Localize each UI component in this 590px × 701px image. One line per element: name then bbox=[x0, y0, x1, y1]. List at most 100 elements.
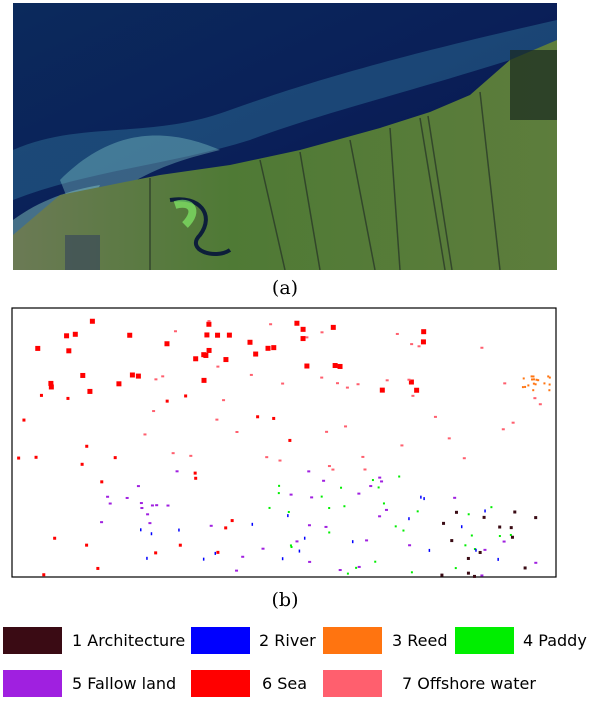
sample bbox=[73, 332, 78, 337]
sample bbox=[64, 333, 69, 338]
sample bbox=[418, 345, 421, 347]
sample bbox=[548, 389, 550, 391]
sample bbox=[301, 327, 306, 332]
sample bbox=[215, 552, 217, 555]
sample bbox=[344, 425, 347, 427]
sample bbox=[355, 567, 357, 569]
sample bbox=[201, 352, 206, 357]
sample bbox=[269, 507, 271, 509]
sample bbox=[161, 375, 164, 377]
sample bbox=[87, 389, 92, 394]
sample bbox=[395, 525, 397, 527]
sample bbox=[461, 525, 463, 528]
legend-label: 4 Paddy bbox=[523, 631, 587, 650]
sample bbox=[383, 502, 385, 504]
sample bbox=[252, 523, 254, 526]
sample bbox=[386, 379, 389, 381]
sample bbox=[549, 384, 551, 386]
sample bbox=[271, 345, 276, 350]
sample bbox=[114, 456, 117, 459]
sample bbox=[216, 366, 219, 368]
sample bbox=[80, 373, 85, 378]
ground-truth-map bbox=[12, 308, 556, 577]
sample bbox=[352, 540, 354, 543]
sample bbox=[207, 348, 212, 353]
sample bbox=[194, 477, 197, 480]
sample bbox=[363, 468, 366, 470]
sample bbox=[189, 455, 192, 457]
sample bbox=[241, 556, 244, 558]
sample bbox=[531, 375, 533, 377]
sample bbox=[524, 566, 527, 569]
sample bbox=[278, 460, 281, 462]
sample bbox=[333, 363, 338, 368]
sample bbox=[66, 348, 71, 353]
sample bbox=[411, 395, 414, 397]
sample bbox=[378, 486, 380, 488]
sample bbox=[307, 470, 310, 472]
sample bbox=[385, 509, 388, 511]
sample bbox=[174, 330, 177, 332]
sample bbox=[453, 497, 456, 499]
sample bbox=[420, 496, 422, 499]
sample bbox=[336, 382, 339, 384]
sample bbox=[305, 336, 308, 338]
sample bbox=[547, 375, 549, 377]
sample bbox=[100, 521, 103, 523]
sample bbox=[380, 388, 385, 393]
sample bbox=[35, 346, 40, 351]
sample bbox=[184, 394, 187, 397]
sample bbox=[490, 506, 492, 508]
sample bbox=[304, 537, 306, 540]
sample bbox=[429, 549, 431, 552]
sample bbox=[210, 525, 213, 527]
sample bbox=[96, 567, 99, 570]
sample bbox=[357, 493, 360, 495]
sample bbox=[510, 526, 513, 529]
sample bbox=[322, 480, 325, 482]
legend-swatch bbox=[3, 627, 62, 654]
sample bbox=[204, 332, 209, 337]
sample bbox=[328, 531, 330, 533]
sample bbox=[176, 470, 179, 472]
sample bbox=[262, 548, 265, 550]
legend-label: 2 River bbox=[259, 631, 316, 650]
sample bbox=[475, 549, 477, 552]
sample bbox=[207, 320, 210, 322]
sample bbox=[440, 574, 443, 577]
sample bbox=[137, 485, 140, 487]
sample bbox=[338, 364, 343, 369]
sample bbox=[154, 551, 157, 554]
sample bbox=[331, 469, 334, 471]
sample bbox=[216, 551, 219, 554]
sample bbox=[533, 397, 536, 399]
sample bbox=[358, 566, 361, 568]
sample bbox=[179, 544, 182, 547]
sample bbox=[100, 480, 103, 483]
sample bbox=[324, 526, 327, 528]
sample bbox=[339, 569, 342, 571]
sample bbox=[140, 502, 143, 504]
sample bbox=[396, 333, 399, 335]
sample bbox=[85, 445, 88, 448]
sample bbox=[224, 526, 227, 529]
legend-label: 1 Architecture bbox=[72, 631, 185, 650]
sample bbox=[294, 321, 299, 326]
sample bbox=[281, 383, 284, 385]
sample bbox=[539, 403, 542, 405]
legend: 1 Architecture2 River3 Reed4 Paddy5 Fall… bbox=[3, 627, 587, 697]
sample bbox=[22, 419, 25, 422]
sample bbox=[215, 333, 220, 338]
sample bbox=[310, 496, 313, 498]
sample bbox=[304, 364, 309, 369]
sample bbox=[278, 485, 280, 487]
sample bbox=[467, 557, 470, 560]
sample bbox=[202, 378, 207, 383]
sample bbox=[442, 522, 445, 525]
sample bbox=[410, 343, 413, 345]
sample bbox=[497, 558, 499, 561]
sample bbox=[534, 562, 537, 564]
sample bbox=[463, 457, 466, 459]
sample bbox=[40, 394, 43, 397]
sample bbox=[116, 381, 121, 386]
